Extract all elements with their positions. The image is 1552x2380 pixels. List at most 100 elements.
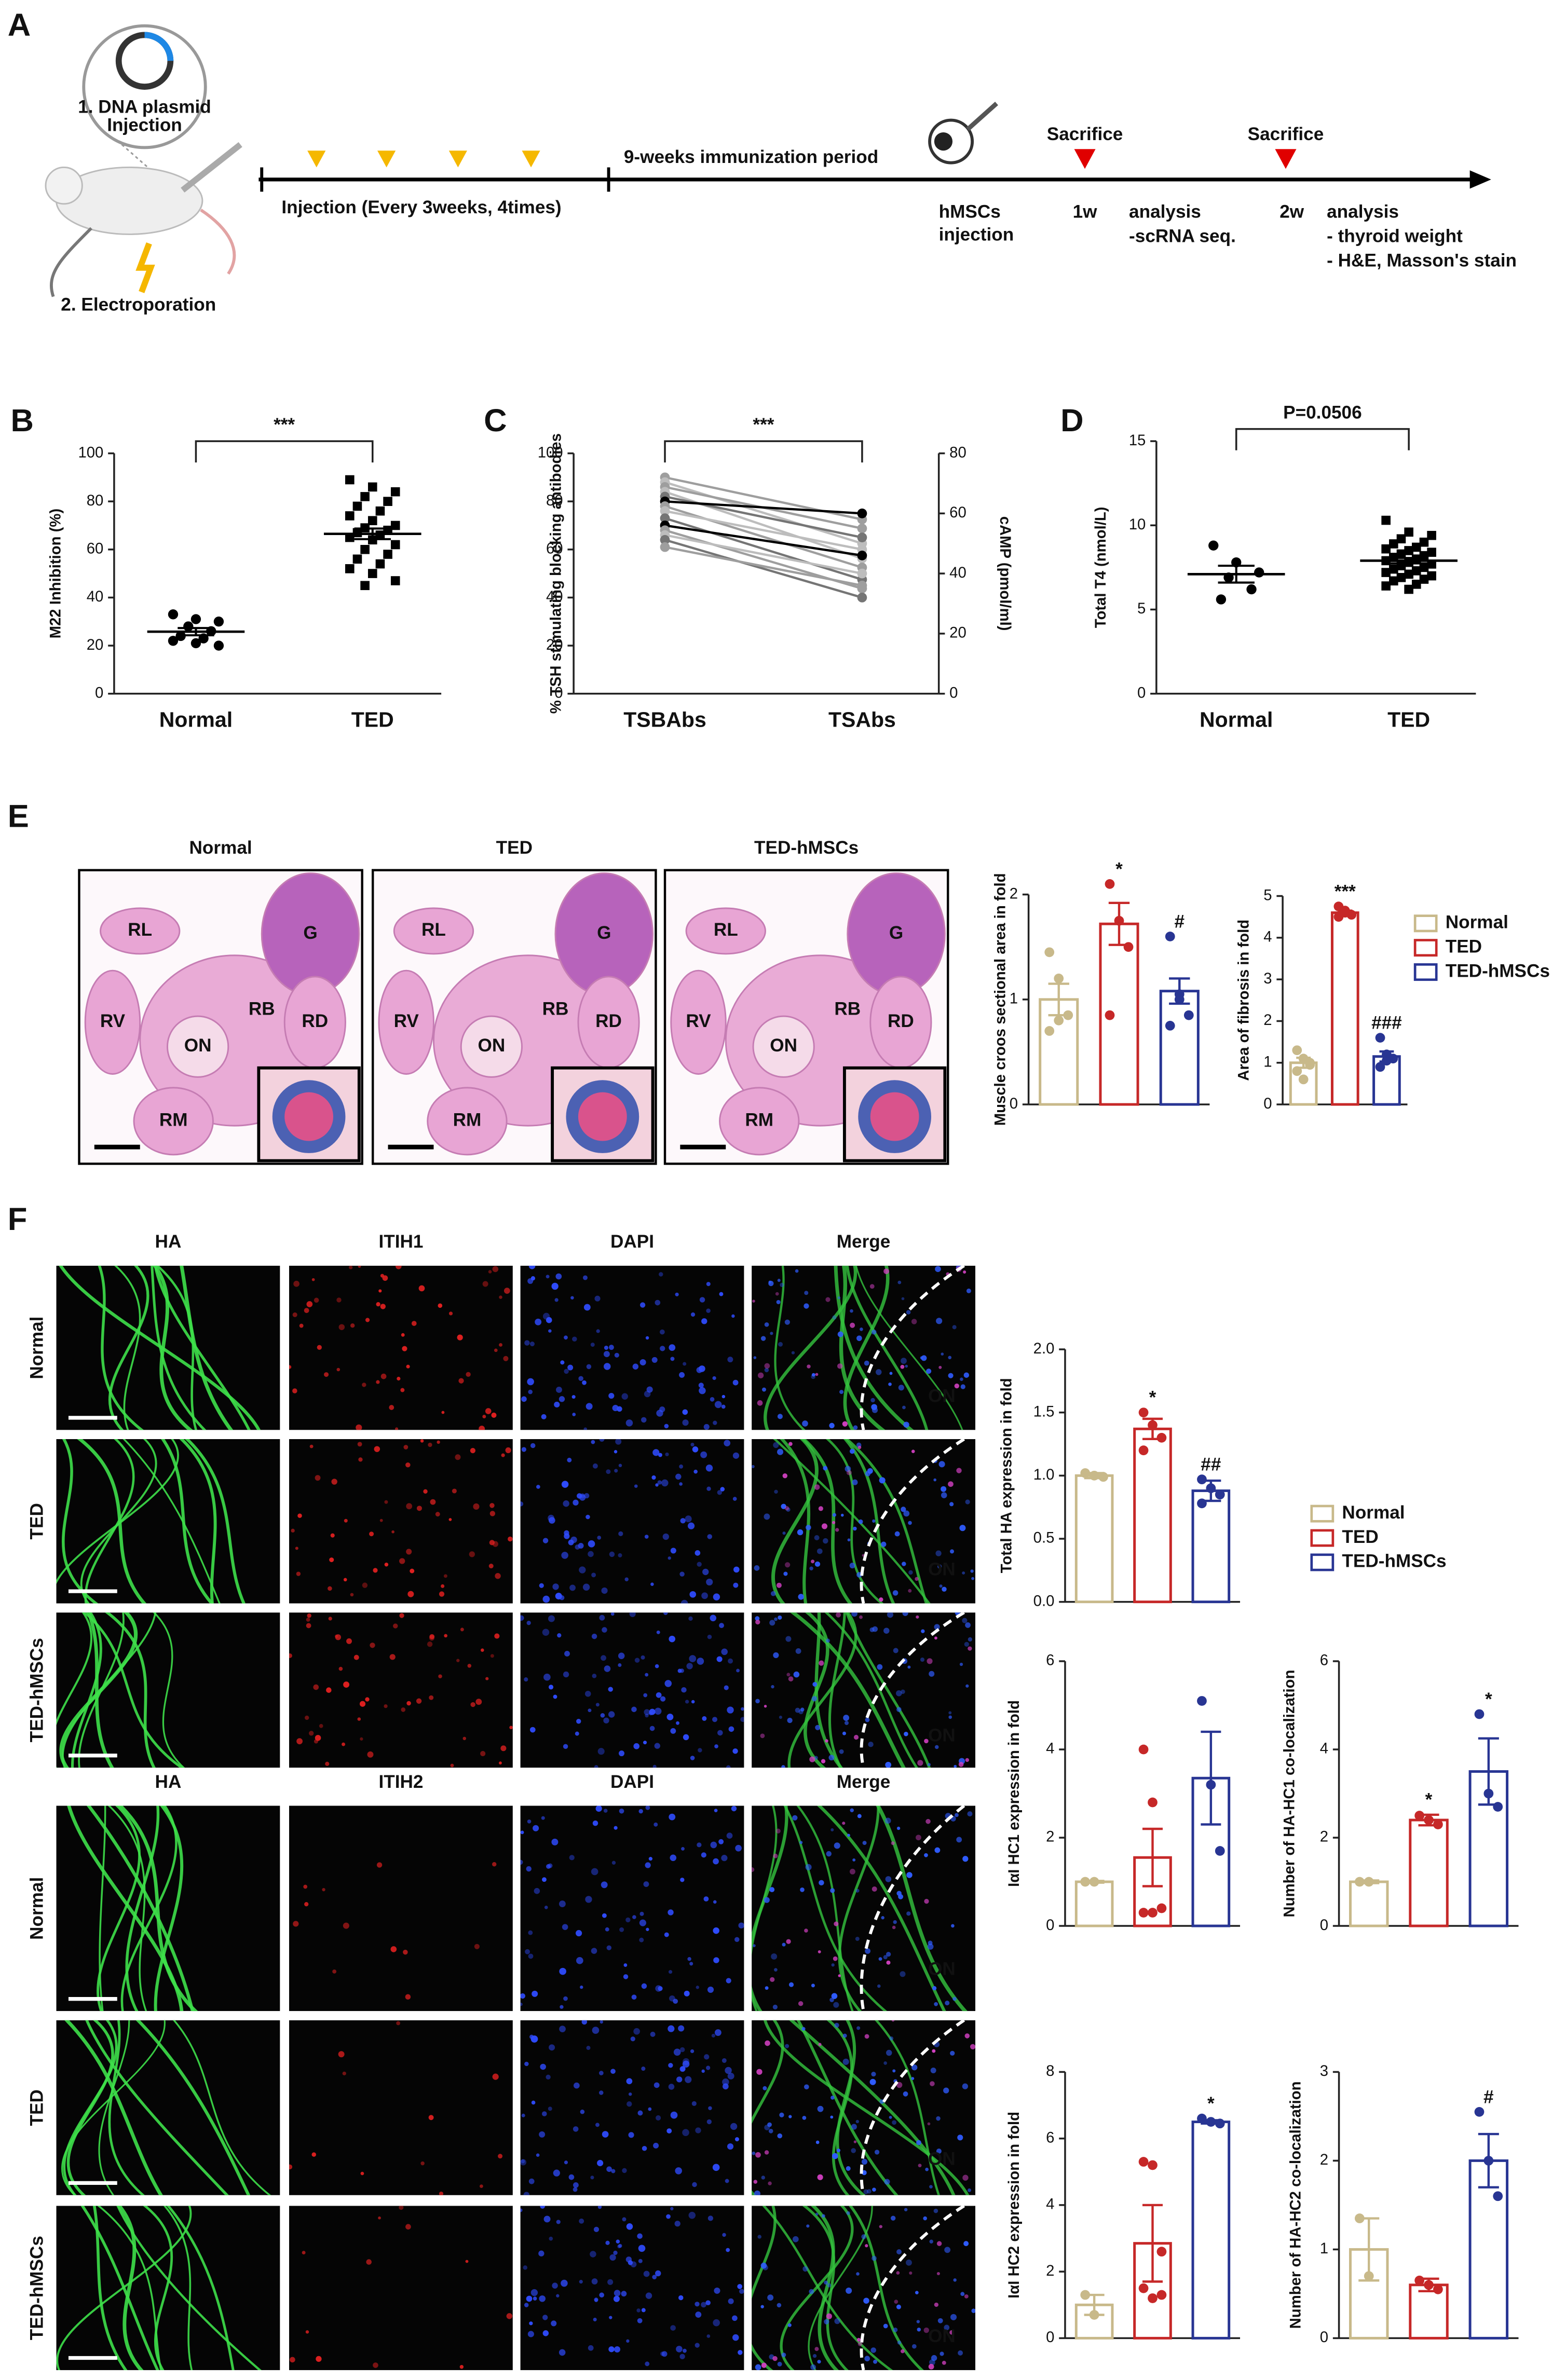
cell: [362, 1582, 368, 1588]
cell: [933, 1478, 937, 1482]
cell: [965, 1684, 969, 1688]
cell: [864, 1360, 869, 1366]
cell: [960, 2292, 965, 2296]
cell: [343, 1922, 349, 1929]
cell: [911, 2064, 918, 2071]
cell: [776, 1300, 781, 1304]
cell: [652, 1765, 657, 1768]
cell: [757, 1372, 764, 1378]
cell: [830, 2115, 834, 2119]
cell: [465, 2260, 469, 2263]
data-point: [360, 581, 370, 591]
data-point: [1138, 1445, 1149, 1456]
cell: [528, 1953, 534, 1959]
cell: [792, 2236, 799, 2242]
legend-swatch: [1310, 1529, 1335, 1547]
nerve-label: ON: [928, 2149, 956, 2169]
cell: [851, 2148, 856, 2153]
cell: [699, 1387, 706, 1394]
cell: [821, 1759, 826, 1763]
cell: [564, 1533, 570, 1539]
cell: [968, 1646, 972, 1651]
y-tick-label: 80: [87, 492, 104, 509]
cell: [872, 2187, 876, 2192]
nerve-boundary: [860, 1265, 965, 1430]
cell: [645, 1673, 649, 1677]
cell: [475, 1699, 482, 1705]
cell: [689, 1962, 693, 1966]
cell: [962, 2174, 969, 2181]
data-point: [367, 482, 377, 492]
cell: [695, 1550, 701, 1556]
bar: [1133, 1427, 1172, 1604]
cell: [928, 2363, 934, 2370]
cell: [832, 1521, 836, 1524]
tissue-label: RL: [128, 920, 152, 940]
micrograph-bg: [520, 2206, 744, 2370]
cell: [755, 1699, 760, 1704]
cell: [482, 1281, 488, 1287]
cell: [314, 1297, 319, 1303]
cell: [784, 2044, 789, 2048]
cell: [406, 1503, 413, 1510]
row-label: TED-hMSCs: [27, 1638, 47, 1742]
cell: [492, 1541, 498, 1547]
micrograph-bg: [56, 1805, 280, 2012]
cell: [883, 1955, 888, 1960]
cell: [317, 1345, 322, 1350]
cell: [883, 2061, 887, 2065]
cell: [485, 1677, 489, 1680]
cell: [770, 1591, 776, 1596]
cell: [963, 2241, 969, 2247]
cell: [907, 1665, 911, 1669]
cell: [865, 1717, 870, 1722]
cell: [679, 1464, 684, 1469]
timeline-label: - H&E, Masson's stain: [1327, 250, 1517, 270]
cell: [609, 2254, 616, 2261]
cell: [614, 1450, 618, 1454]
cell: [373, 2362, 378, 2368]
cell: [884, 1817, 891, 1824]
timeline-arrow: [1469, 170, 1491, 189]
cell: [559, 1396, 565, 1402]
cell: [569, 1855, 575, 1861]
cell: [800, 1707, 805, 1712]
cell: [712, 1717, 718, 1722]
cell: [823, 1466, 828, 1471]
cell: [319, 1724, 323, 1728]
cell: [680, 1599, 688, 1604]
cell: [641, 2067, 646, 2071]
cell: [721, 1855, 728, 1862]
cell: [563, 1500, 569, 1507]
cell: [594, 1765, 598, 1768]
cell: [959, 1525, 966, 1531]
cell: [752, 1944, 756, 1948]
data-point: [1493, 1802, 1503, 1812]
timeline-label: hMSCs: [939, 202, 1001, 222]
cell: [710, 1841, 717, 1849]
cell: [894, 1531, 900, 1537]
cell: [561, 2279, 568, 2287]
cell: [933, 2208, 938, 2213]
cell: [714, 1401, 722, 1408]
cell: [924, 1898, 929, 1904]
cell: [551, 1282, 559, 1290]
y-axis-label: Total HA expression in fold: [998, 1378, 1015, 1573]
cell: [923, 2327, 929, 2333]
cell: [656, 1692, 662, 1698]
cell: [782, 1943, 786, 1947]
data-point: [1098, 1472, 1108, 1482]
cell: [856, 1335, 862, 1342]
image-border: [78, 869, 363, 1165]
cell: [739, 2289, 744, 2294]
cell: [851, 1612, 857, 1617]
y-tick-label: 4: [1320, 1740, 1328, 1757]
cell: [872, 1886, 877, 1892]
cell: [564, 1335, 568, 1340]
fiber: [802, 2206, 849, 2370]
fiber: [845, 1439, 928, 1604]
cell: [649, 1726, 655, 1731]
y-tick-label: 2: [1010, 885, 1018, 902]
tissue-label: RD: [595, 1011, 622, 1031]
cell: [798, 1709, 804, 1715]
